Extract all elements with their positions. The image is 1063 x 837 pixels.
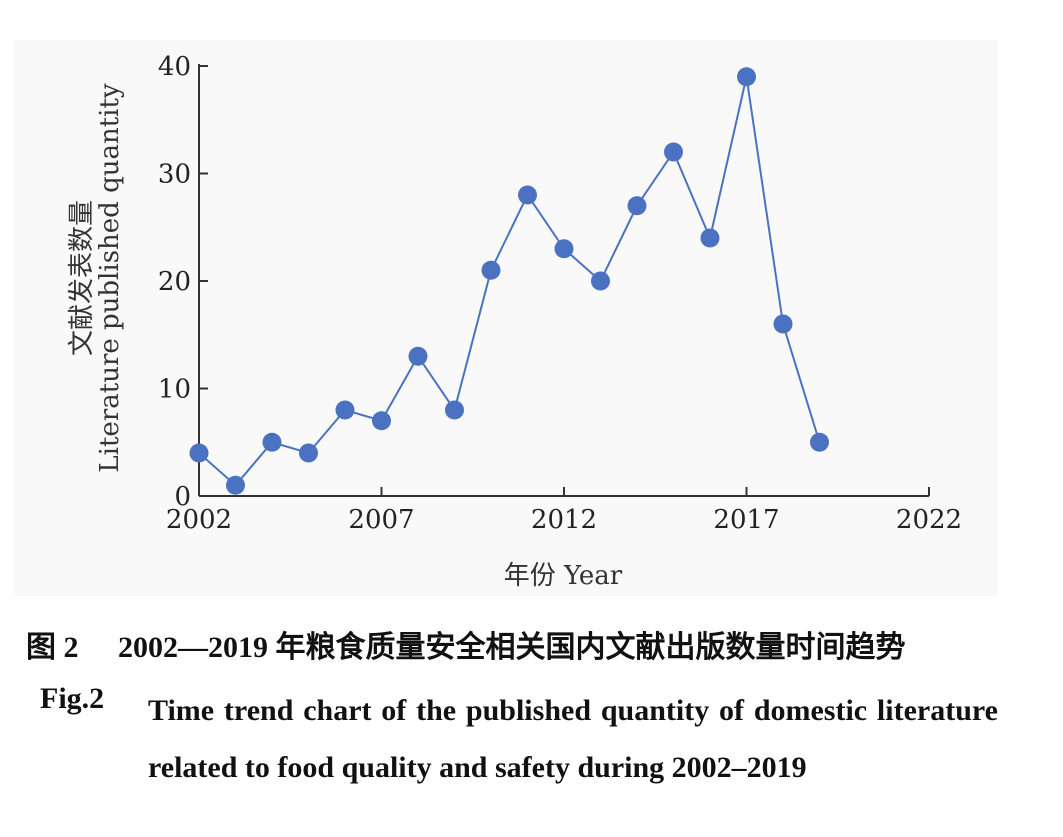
y-tick-label: 10 — [158, 375, 191, 405]
line-chart: 0 10 20 30 40 2002 2007 2012 2017 2022 年份 Year 文献… — [67, 52, 962, 591]
data-point — [664, 142, 683, 162]
x-tick-label: 2017 — [713, 505, 779, 535]
caption-chinese-text: 2002—2019 年粮食质量安全相关国内文献出版数量时间趋势 — [118, 631, 906, 664]
y-tick-label: 40 — [158, 52, 191, 82]
caption-chinese: 图 2 2002—2019 年粮食质量安全相关国内文献出版数量时间趋势 — [26, 622, 906, 666]
caption-english-label: Fig.2 — [40, 682, 105, 715]
data-points — [189, 67, 829, 495]
data-point — [372, 411, 391, 431]
y-axis-title-en: Literature published quantity — [95, 83, 125, 473]
data-point — [189, 443, 209, 463]
data-point — [700, 228, 720, 248]
y-tick-label: 0 — [174, 482, 191, 512]
x-tick-label: 2007 — [348, 505, 414, 535]
x-axis-title: 年份 Year — [504, 561, 623, 591]
y-tick-label: 30 — [158, 160, 191, 190]
data-point — [518, 185, 537, 205]
data-point — [554, 239, 574, 259]
data-point — [226, 475, 245, 495]
data-point — [737, 67, 756, 87]
data-point — [591, 271, 610, 291]
y-tick-label: 20 — [158, 267, 191, 297]
data-point — [627, 196, 647, 216]
data-point — [773, 314, 793, 334]
series-line — [198, 76, 821, 487]
x-tick-label: 2002 — [166, 505, 232, 535]
data-point — [262, 432, 282, 452]
caption-english-text: Time trend chart of the published quanti… — [148, 694, 998, 784]
y-axis-title-cn: 文献发表数量 — [67, 200, 97, 356]
tick-labels: 0 10 20 30 40 2002 2007 2012 2017 2022 — [158, 52, 962, 535]
data-point — [810, 432, 829, 452]
data-point — [481, 260, 501, 280]
x-tick-label: 2022 — [896, 505, 962, 535]
caption-chinese-label: 图 2 — [26, 631, 79, 664]
data-point — [445, 400, 464, 420]
x-tick-label: 2012 — [531, 505, 597, 535]
axes — [198, 64, 930, 497]
series-line-group — [198, 76, 821, 487]
data-point — [335, 400, 355, 420]
data-point — [408, 346, 428, 366]
plot-background — [14, 40, 998, 596]
data-point — [299, 443, 318, 463]
